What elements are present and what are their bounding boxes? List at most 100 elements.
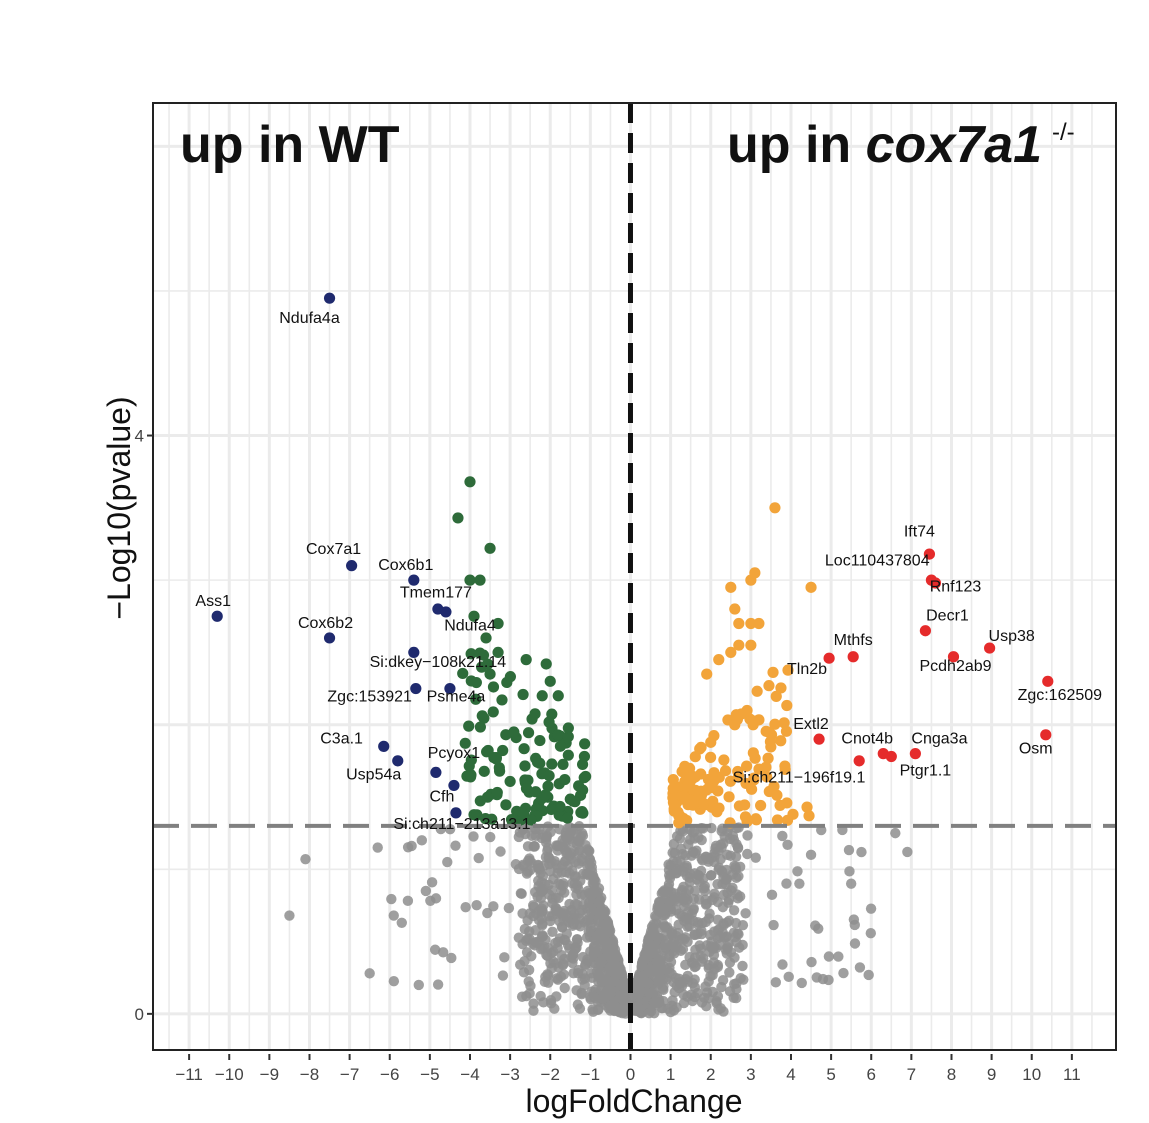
not-significant-point (724, 986, 736, 997)
not-significant-point (497, 970, 509, 981)
not-significant-point (444, 823, 456, 835)
not-significant-point (569, 898, 581, 910)
labeled-gene-point (923, 548, 936, 560)
not-significant-point (596, 976, 607, 988)
not-significant-point (593, 916, 604, 927)
not-significant-point (592, 968, 604, 980)
not-significant-point (865, 903, 877, 914)
not-significant-point (543, 889, 555, 900)
significant-up-point (711, 806, 723, 818)
axes: −11 −10 −9 −8 −7 −6 −5 −4 −3 −2 −1 0 1 2 3 4 5 6 7 8 9 10 1104 (135, 427, 1081, 1084)
not-significant-point (643, 967, 654, 978)
significant-down-point (484, 668, 496, 680)
not-significant-point (553, 878, 564, 889)
not-significant-point (660, 929, 671, 941)
not-significant-point (777, 959, 788, 970)
not-significant-point (495, 846, 506, 857)
gene-label: Ndufa4a (279, 310, 340, 327)
significant-down-point (559, 773, 571, 786)
not-significant-point (687, 995, 698, 1007)
significant-up-point (781, 797, 793, 809)
not-significant-point (680, 888, 692, 899)
significant-down-point (474, 574, 486, 586)
not-significant-point (707, 894, 718, 906)
not-significant-point (551, 991, 562, 1002)
significant-down-point (578, 772, 590, 784)
significant-down-point (552, 729, 564, 741)
not-significant-point (537, 870, 549, 882)
gene-label: Pcdh2ab9 (919, 658, 991, 675)
significant-down-point (476, 710, 488, 722)
significant-up-point (762, 752, 774, 764)
not-significant-point (730, 992, 742, 1004)
not-significant-point (432, 979, 444, 990)
not-significant-point (388, 976, 400, 987)
x-tick-label: 11 (1063, 1065, 1081, 1084)
not-significant-point (740, 908, 751, 919)
gene-label: C3a.1 (320, 730, 363, 747)
labeled-gene-point (408, 574, 420, 586)
significant-down-point (459, 737, 471, 749)
not-significant-point (516, 888, 527, 900)
significant-up-point (745, 639, 757, 651)
gene-label: Cnot4b (841, 730, 893, 747)
not-significant-point (794, 878, 805, 889)
not-significant-point (694, 940, 705, 951)
significant-up-point (689, 751, 701, 763)
x-tick-label: 4 (786, 1065, 795, 1084)
significant-down-point (457, 667, 469, 680)
not-significant-point (817, 973, 829, 985)
significant-up-point (746, 715, 758, 727)
significant-down-point (544, 675, 556, 687)
labeled-gene-point (813, 733, 825, 745)
significant-down-point (542, 780, 554, 792)
not-significant-point (547, 926, 558, 938)
x-tick-label: −4 (460, 1065, 479, 1084)
not-significant-point (670, 867, 682, 879)
not-significant-point (437, 947, 449, 958)
heading-up-in-wt: up in WT (180, 116, 400, 174)
not-significant-point (727, 869, 738, 880)
labeled-gene-point (450, 807, 462, 819)
not-significant-point (442, 856, 453, 868)
significant-up-point (778, 717, 790, 729)
gene-label: Pcyox1 (428, 745, 481, 762)
x-tick-label: 0 (626, 1065, 635, 1084)
not-significant-point (703, 913, 715, 924)
gene-label: Loc110437804 (825, 553, 930, 570)
significant-up-point (801, 801, 813, 813)
not-significant-point (460, 902, 471, 913)
not-significant-point (682, 936, 693, 947)
significant-up-point (733, 639, 745, 651)
not-significant-point (668, 838, 680, 850)
significant-down-point (465, 648, 477, 660)
heading-right-gene: cox7a1 (866, 116, 1042, 174)
gene-label: Cfh (429, 788, 454, 805)
x-tick-label: −3 (500, 1065, 519, 1084)
not-significant-point (646, 930, 657, 941)
not-significant-point (781, 878, 792, 889)
not-significant-point (647, 986, 659, 998)
significant-up-point (761, 771, 773, 783)
not-significant-point (604, 976, 615, 987)
significant-down-point (504, 671, 517, 683)
labeled-gene-point (448, 779, 460, 792)
not-significant-point (856, 846, 867, 858)
not-significant-point (718, 889, 729, 901)
not-significant-point (766, 889, 778, 901)
significant-up-point (769, 718, 781, 730)
not-significant-point (591, 946, 603, 958)
not-significant-point (300, 853, 311, 865)
heading-right-prefix: up in (727, 116, 866, 174)
significant-down-point (480, 632, 492, 644)
labeled-gene-point (847, 651, 859, 663)
significant-down-point (520, 782, 533, 795)
not-significant-point (514, 959, 526, 970)
significant-up-point (767, 666, 779, 678)
significant-down-point (539, 789, 551, 801)
not-significant-point (521, 947, 533, 958)
not-significant-point (724, 967, 735, 978)
not-significant-point (528, 998, 539, 1009)
significant-down-point (504, 775, 516, 788)
not-significant-point (576, 987, 587, 999)
